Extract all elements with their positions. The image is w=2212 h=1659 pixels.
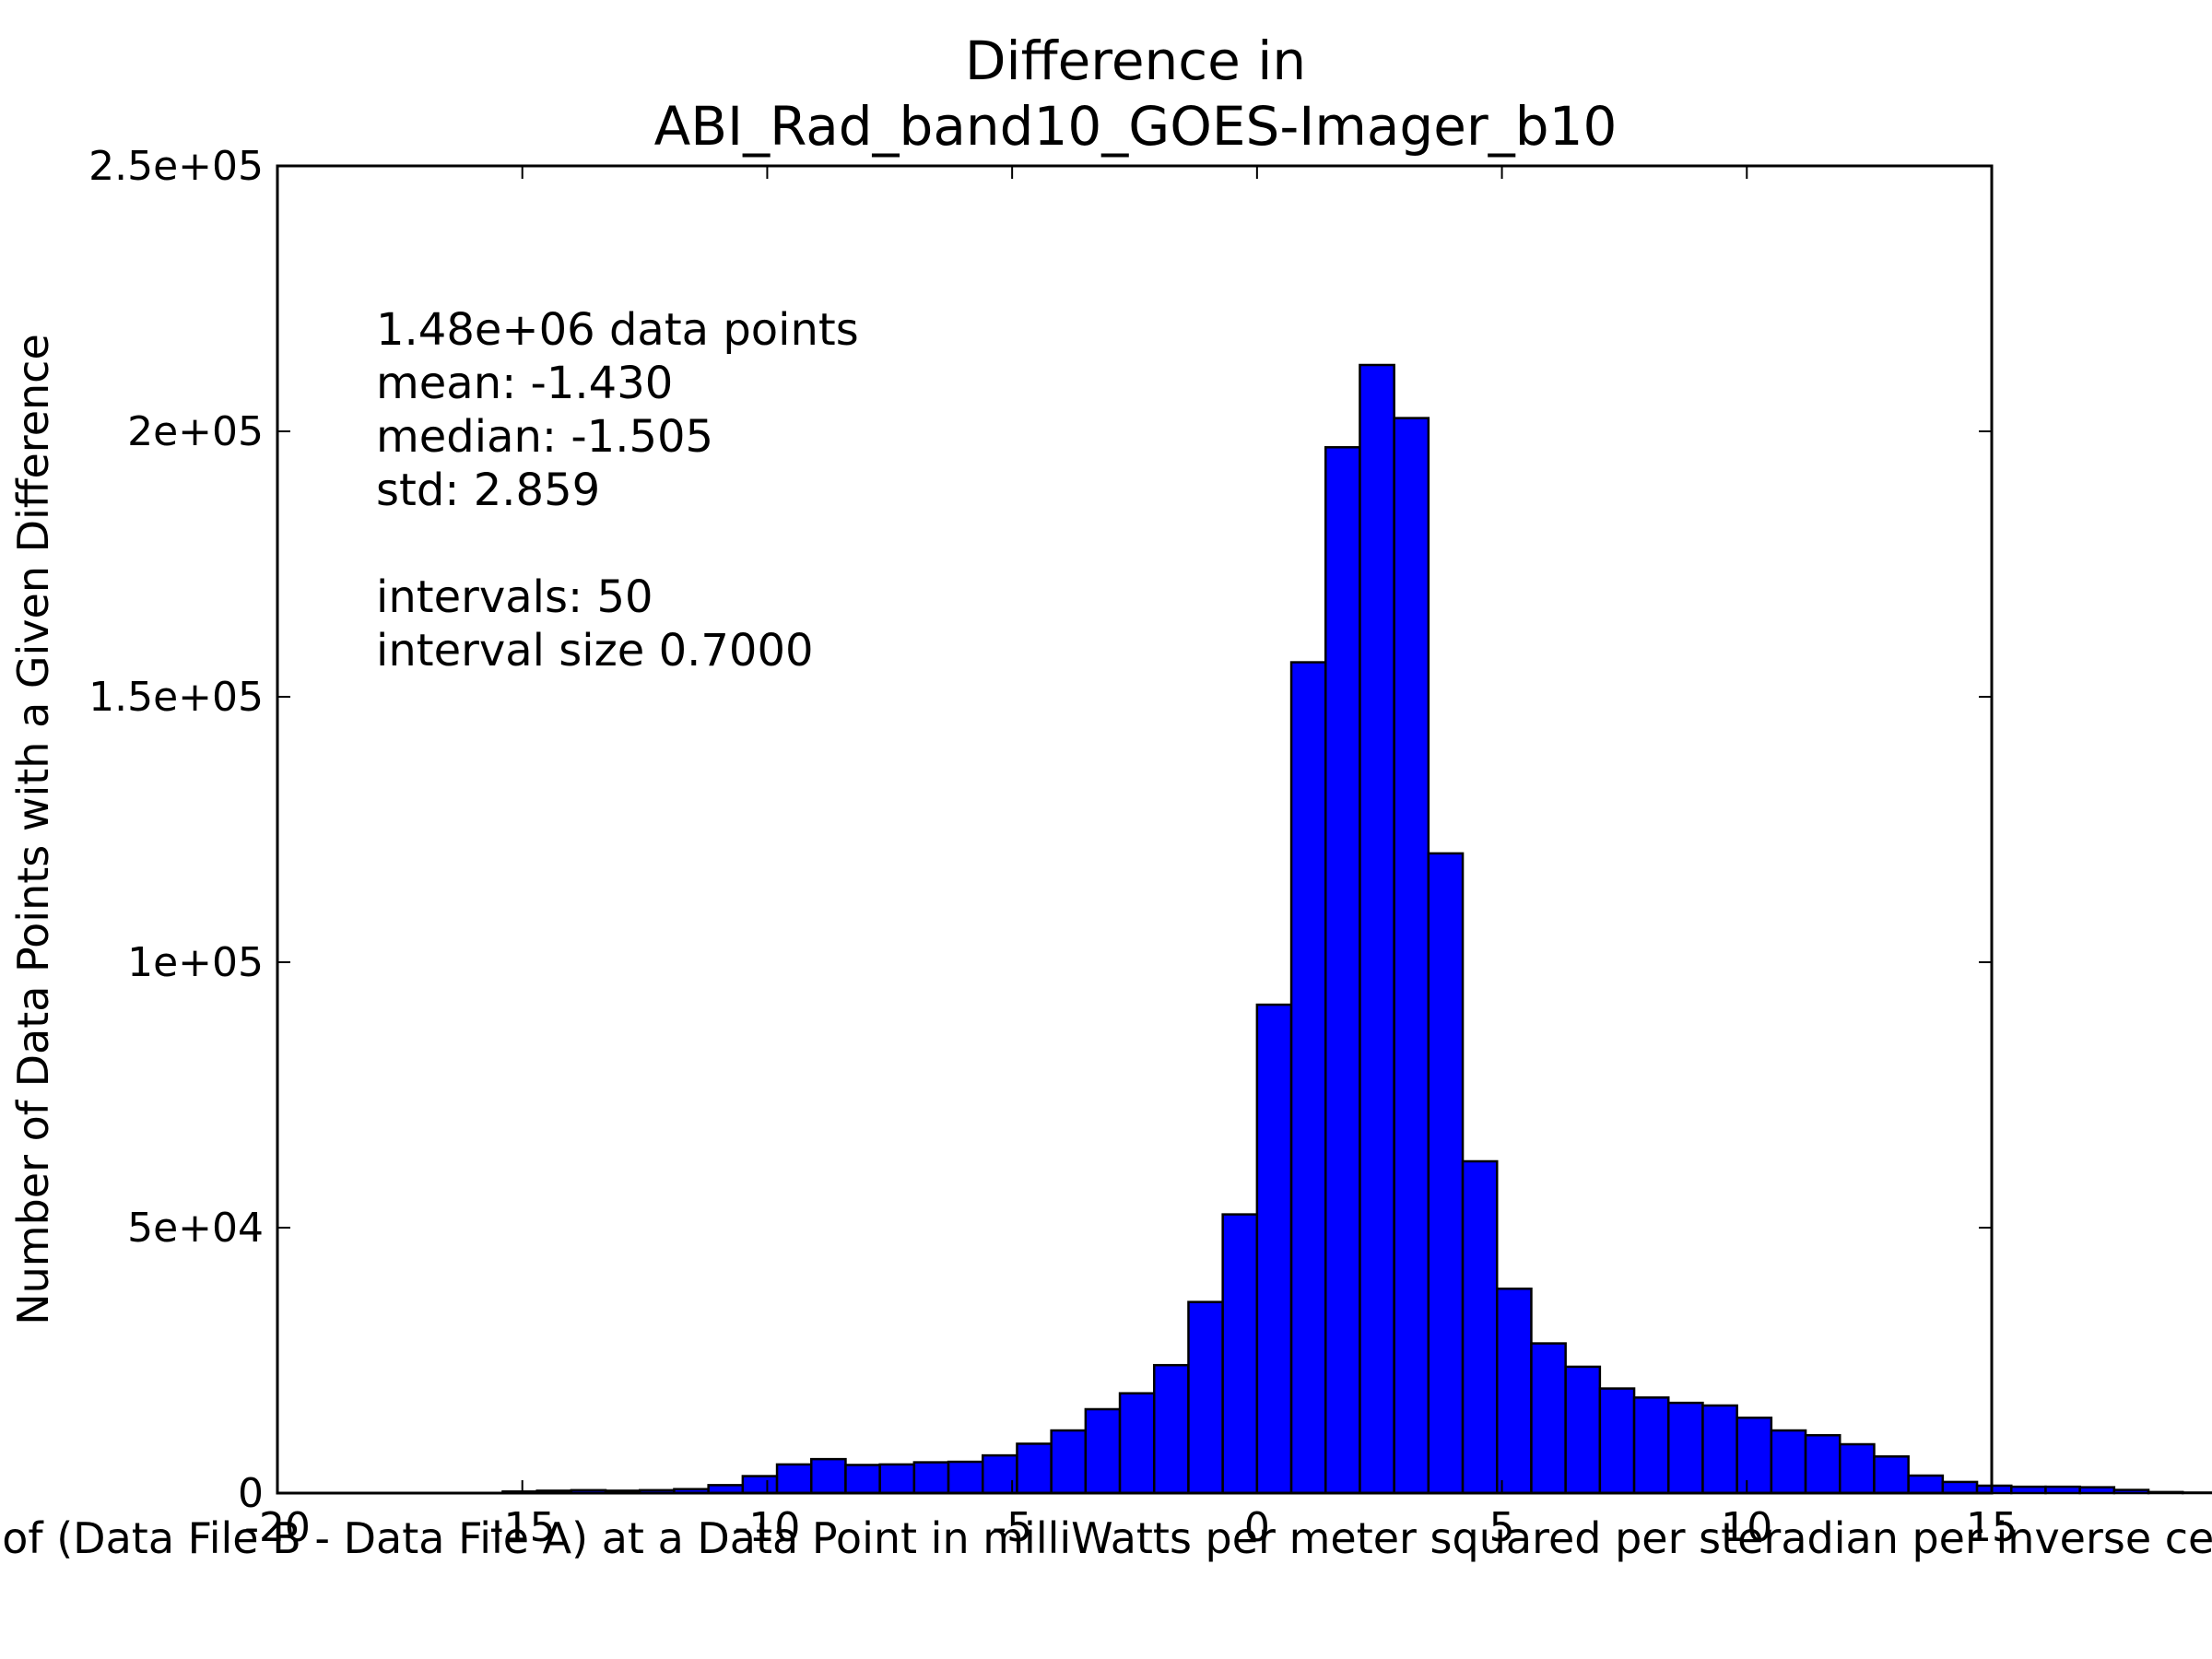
histogram-bar xyxy=(1153,1363,1190,1495)
histogram-bar xyxy=(2147,1490,2184,1495)
x-tick-label: 10 xyxy=(1721,1504,1772,1551)
x-tick-label: 15 xyxy=(1966,1504,2018,1551)
stats-line: median: -1.505 xyxy=(376,411,713,463)
histogram-bar xyxy=(1496,1287,1533,1495)
histogram-bar xyxy=(912,1461,950,1495)
histogram-bar xyxy=(947,1460,984,1495)
histogram-bar xyxy=(1907,1474,1945,1495)
x-axis-label: Value of (Data File B - Data File A) at … xyxy=(0,1513,2212,1563)
histogram-bar xyxy=(775,1463,813,1495)
histogram-bar xyxy=(1461,1159,1499,1495)
histogram-bar xyxy=(1118,1392,1156,1495)
histogram-bar xyxy=(1289,661,1327,1495)
histogram-bar xyxy=(2112,1488,2150,1495)
histogram-bar xyxy=(2078,1486,2116,1495)
histogram-bar xyxy=(1873,1455,1910,1495)
histogram-bar xyxy=(741,1475,779,1495)
plot-frame xyxy=(276,164,1994,1495)
histogram-bar xyxy=(1016,1442,1053,1495)
x-tick-label: 5 xyxy=(1489,1504,1515,1551)
histogram-bar xyxy=(1050,1429,1088,1495)
stats-line: std: 2.859 xyxy=(376,465,600,516)
histogram-bar xyxy=(1324,446,1361,1495)
histogram-bar xyxy=(1359,363,1395,1495)
histogram-bar xyxy=(1735,1416,1773,1495)
histogram-bar xyxy=(1667,1401,1704,1495)
histogram-bar xyxy=(1564,1365,1602,1495)
y-tick-label: 2e+05 xyxy=(127,408,264,455)
histogram-bar xyxy=(844,1464,881,1495)
y-tick-label: 1e+05 xyxy=(127,939,264,986)
chart-title-line-2: ABI_Rad_band10_GOES-Imager_b10 xyxy=(654,95,1618,158)
histogram-bar xyxy=(2044,1485,2081,1495)
histogram-bar xyxy=(1701,1404,1738,1495)
histogram-bar xyxy=(1221,1213,1259,1495)
y-tick-label: 5e+04 xyxy=(127,1205,264,1252)
x-tick-label: -20 xyxy=(244,1504,311,1551)
x-tick-label: 0 xyxy=(1244,1504,1270,1551)
stats-line: mean: -1.430 xyxy=(376,358,673,409)
x-tick-label: -10 xyxy=(734,1504,800,1551)
histogram-bar xyxy=(1530,1342,1567,1495)
y-axis-ticks: 0 5e+04 1e+05 1.5e+05 2e+05 2.5e+05 xyxy=(88,143,1992,1517)
histogram-bar xyxy=(1632,1396,1670,1495)
histogram-bar xyxy=(878,1463,916,1495)
x-tick-label: -15 xyxy=(489,1504,556,1551)
histogram-bar xyxy=(1255,1003,1293,1495)
chart-title-line-1: Difference in xyxy=(965,29,1306,92)
histogram-bar xyxy=(1770,1429,1807,1495)
histogram-bar xyxy=(1084,1407,1122,1495)
histogram-bar xyxy=(1839,1442,1876,1495)
histogram-bar xyxy=(2010,1485,2047,1495)
y-tick-label: 0 xyxy=(238,1470,264,1517)
y-tick-label: 2.5e+05 xyxy=(88,143,264,190)
histogram-bar xyxy=(1427,852,1465,1495)
y-tick-label: 1.5e+05 xyxy=(88,674,264,721)
histogram-bar xyxy=(1598,1387,1636,1495)
stats-line: interval size 0.7000 xyxy=(376,625,814,677)
histogram-bar xyxy=(810,1457,847,1495)
y-axis-label: Number of Data Points with a Given Diffe… xyxy=(8,334,58,1325)
x-tick-label: -5 xyxy=(992,1504,1032,1551)
histogram-bar xyxy=(1187,1300,1224,1495)
histogram-bars xyxy=(501,363,2212,1495)
histogram-bar xyxy=(1393,417,1430,1495)
stats-line: 1.48e+06 data points xyxy=(376,304,859,356)
x-axis-ticks: -20 -15 -10 -5 0 5 10 15 xyxy=(244,166,2018,1551)
histogram-bar xyxy=(2182,1491,2212,1495)
stats-line: intervals: 50 xyxy=(376,571,653,623)
histogram-bar xyxy=(1941,1480,1979,1495)
histogram-bar xyxy=(1804,1433,1841,1495)
